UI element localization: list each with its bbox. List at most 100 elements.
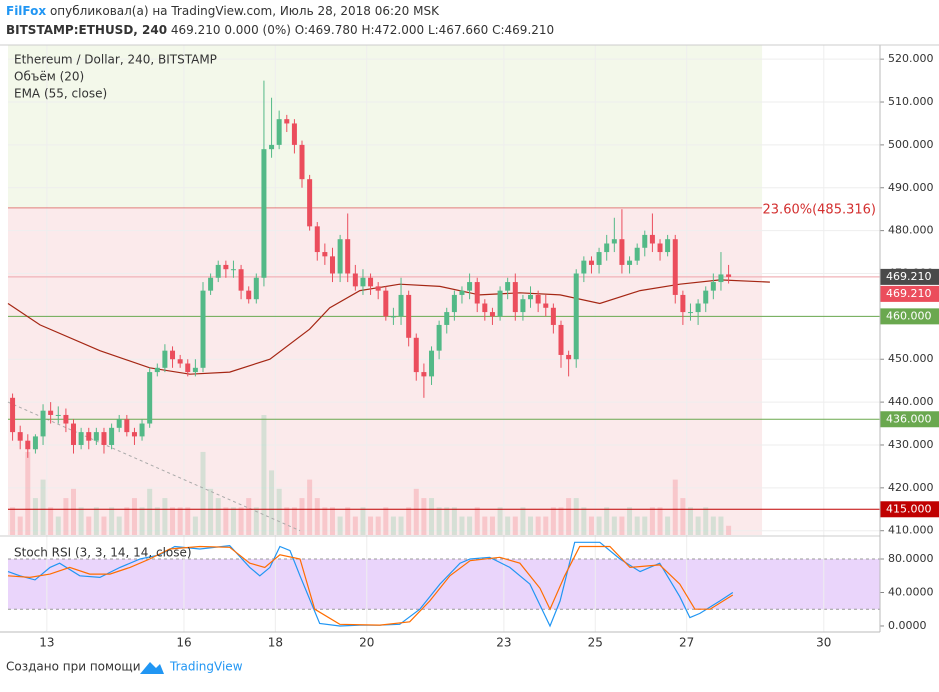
volume-bar [154,507,160,535]
y-tick-label: 510.000 [888,95,934,108]
candle-body [482,303,488,313]
candle-body [588,260,594,265]
volume-bar [329,507,335,535]
price-label: 460.000 [886,309,932,322]
volume-bar [436,507,442,535]
volume-bar [642,516,648,535]
candle-body [101,432,107,445]
volume-bar [619,516,625,535]
candle-body [261,149,267,278]
volume-bar [398,516,404,535]
candle-body [436,324,442,351]
candle-body [25,440,31,450]
candle-body [337,239,343,274]
candle-body [230,269,236,271]
y-tick-label: 490.000 [888,181,934,194]
volume-bar [230,507,236,535]
candle-body [543,303,549,308]
volume-bar [482,516,488,535]
volume-bar [32,498,38,535]
candle-body [695,303,701,313]
volume-bar [421,498,427,535]
candle-body [474,282,480,304]
candle-body [307,179,313,227]
y-tick-label: 440.000 [888,395,934,408]
candle-body [238,269,244,291]
footer-brand[interactable]: TradingView [169,660,243,674]
volume-bar [93,507,99,535]
candle-body [177,359,183,364]
volume-bar [307,479,313,535]
volume-bar [543,516,549,535]
volume-bar [200,451,206,535]
volume-bar [429,498,435,535]
candle-body [467,282,473,291]
candle-body [596,252,602,265]
candle-body [680,294,686,313]
volume-bar [261,415,267,535]
candle-body [63,414,69,424]
candle-body [368,277,374,287]
x-tick-label: 16 [176,636,191,650]
candle-body [451,294,457,313]
candle-body [253,277,259,300]
volume-bar [695,516,701,535]
volume-bar [687,507,693,535]
volume-bar [558,507,564,535]
candle-body [634,247,640,261]
volume-bar [337,516,343,535]
candle-body [314,226,320,253]
volume-bar [703,507,709,535]
volume-bar [185,507,191,535]
volume-bar [627,507,633,535]
candle-body [573,273,579,360]
candle-body [139,423,145,437]
candle-body [657,243,663,253]
zone-lower [8,207,763,535]
candle-body [444,312,450,325]
volume-bar [718,516,724,535]
volume-bar [406,507,412,535]
volume-bar [520,507,526,535]
candle-body [345,239,351,274]
candle-body [535,294,541,304]
candle-body [489,312,495,317]
y-tick-label: 40.0000 [888,585,934,598]
volume-bar [116,516,122,535]
x-tick-label: 20 [359,636,374,650]
candle-body [611,239,617,244]
x-tick-label: 27 [679,636,694,650]
volume-bar [581,507,587,535]
volume-bar [413,488,419,535]
candle-body [421,372,427,377]
candle-body [55,414,61,416]
volume-bar [70,488,76,535]
candle-body [200,290,206,368]
volume-bar [604,507,610,535]
volume-bar [314,498,320,535]
candle-body [512,282,518,313]
x-tick-label: 30 [816,636,831,650]
volume-bar [78,507,84,535]
candle-body [93,432,99,441]
candle-body [566,354,572,360]
candle-body [703,290,709,304]
volume-bar [40,479,46,535]
candle-body [284,119,290,124]
candle-body [550,307,556,325]
volume-bar [139,507,145,535]
price-label-box [880,411,939,428]
author: FilFox [6,4,46,18]
candle-body [360,277,366,287]
y-tick-label: 0.0000 [888,619,927,632]
volume-bar [208,488,214,535]
volume-bar [48,507,54,535]
candle-body [269,144,275,150]
volume-bar [55,516,61,535]
x-tick-label: 23 [496,636,511,650]
volume-bar [291,507,297,535]
y-tick-label: 430.000 [888,438,934,451]
candle-body [528,294,534,300]
fib-label: 23.60%(485.316) [763,202,876,217]
volume-bar [253,507,259,535]
